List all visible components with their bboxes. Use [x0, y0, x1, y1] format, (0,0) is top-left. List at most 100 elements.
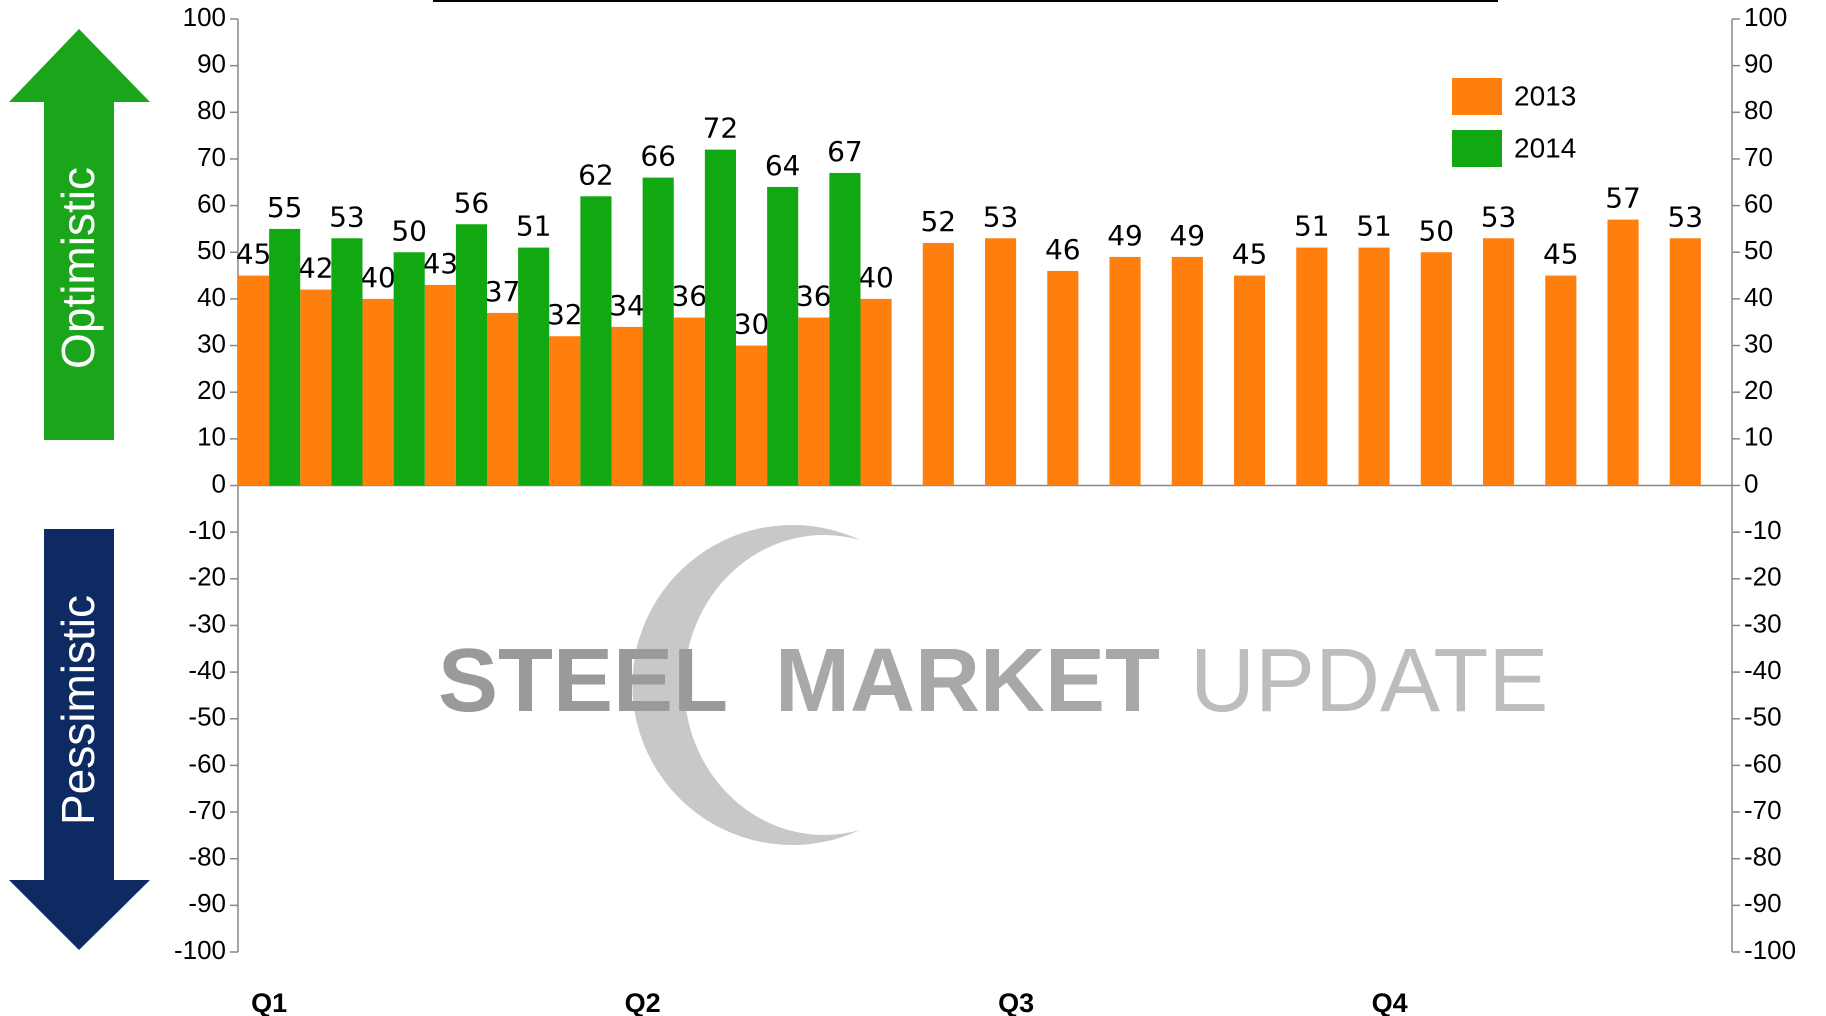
data-label: 55 [267, 191, 303, 224]
bar [580, 196, 612, 486]
bar [238, 275, 270, 486]
x-tick-label: Q3 [998, 988, 1034, 1016]
y-tick-label: -40 [188, 655, 226, 685]
bar [362, 298, 394, 486]
bar [549, 336, 581, 486]
y-tick-label: -20 [188, 562, 226, 592]
y2-tick-label: -80 [1744, 842, 1782, 872]
bar [424, 284, 456, 486]
data-label: 40 [360, 261, 396, 294]
data-label: 30 [734, 308, 770, 341]
legend-label: 2014 [1514, 132, 1576, 163]
data-label: 53 [329, 200, 365, 233]
y2-tick-label: 70 [1744, 142, 1773, 172]
y2-tick-label: 80 [1744, 95, 1773, 125]
y2-tick-label: 90 [1744, 49, 1773, 79]
y2-tick-label: -60 [1744, 748, 1782, 778]
y2-tick-label: -10 [1744, 515, 1782, 545]
bar [611, 326, 643, 486]
watermark-arc [632, 525, 860, 845]
bar [1109, 256, 1141, 486]
y-tick-label: 80 [197, 95, 226, 125]
data-label: 51 [1356, 210, 1392, 243]
legend-swatch [1452, 78, 1502, 115]
data-label: 57 [1605, 182, 1641, 215]
bar [1607, 219, 1639, 486]
y2-tick-label: 20 [1744, 375, 1773, 405]
data-label: 40 [858, 261, 894, 294]
bar [985, 238, 1017, 486]
data-label: 62 [578, 158, 614, 191]
bar [1234, 275, 1266, 486]
y-tick-label: 40 [197, 282, 226, 312]
data-label: 49 [1169, 219, 1205, 252]
data-label: 32 [547, 298, 583, 331]
y-tick-label: -30 [188, 608, 226, 638]
watermark-text: UPDATE [1190, 631, 1548, 731]
x-tick-label: Q1 [251, 988, 287, 1016]
y2-tick-label: 60 [1744, 188, 1773, 218]
data-label: 46 [1045, 233, 1081, 266]
y-tick-label: -100 [174, 935, 226, 965]
data-label: 49 [1107, 219, 1143, 252]
bar [269, 228, 301, 486]
y2-tick-label: -40 [1744, 655, 1782, 685]
data-label: 45 [1543, 238, 1579, 271]
data-label: 36 [671, 280, 707, 313]
bar [1420, 252, 1452, 486]
data-label: 50 [391, 214, 427, 247]
y2-tick-label: -30 [1744, 608, 1782, 638]
bar [1483, 238, 1515, 486]
y2-tick-label: 40 [1744, 282, 1773, 312]
bar [455, 224, 487, 486]
data-label: 37 [485, 275, 521, 308]
data-label: 36 [796, 280, 832, 313]
bar [1047, 270, 1079, 486]
y-tick-label: -90 [188, 888, 226, 918]
y-tick-label: 10 [197, 422, 226, 452]
bar [331, 238, 363, 486]
arrow-down [9, 529, 150, 950]
arrow-up [9, 29, 150, 440]
watermark-text: STEEL [438, 631, 728, 731]
y-tick-label: 50 [197, 235, 226, 265]
data-label: 67 [827, 135, 863, 168]
y-tick-label: 30 [197, 328, 226, 358]
bar [1296, 247, 1328, 486]
data-label: 52 [920, 205, 956, 238]
bar [767, 186, 799, 486]
y-tick-label: -80 [188, 842, 226, 872]
y-tick-label: 0 [212, 468, 226, 498]
bar [393, 252, 425, 486]
bar [1669, 238, 1701, 486]
data-label: 56 [454, 186, 490, 219]
data-label: 53 [983, 200, 1019, 233]
y2-tick-label: 30 [1744, 328, 1773, 358]
data-label: 42 [298, 252, 334, 285]
x-tick-label: Q2 [625, 988, 661, 1016]
arrow-label: Pessimistic [52, 595, 104, 825]
data-label: 53 [1667, 200, 1703, 233]
bar [487, 312, 519, 486]
y-tick-label: -10 [188, 515, 226, 545]
data-label: 45 [236, 238, 272, 271]
bar [736, 345, 768, 486]
y-tick-label: 70 [197, 142, 226, 172]
bar [1358, 247, 1390, 486]
bar [642, 177, 674, 486]
data-label: 34 [609, 289, 645, 322]
bar [300, 289, 332, 486]
data-label: 53 [1481, 200, 1517, 233]
y2-tick-label: -50 [1744, 702, 1782, 732]
data-label: 64 [765, 149, 801, 182]
bar [860, 298, 892, 486]
data-label: 51 [516, 210, 552, 243]
bar [673, 317, 705, 486]
y2-tick-label: -100 [1744, 935, 1796, 965]
bar [1545, 275, 1577, 486]
y-tick-label: 20 [197, 375, 226, 405]
y2-tick-label: -90 [1744, 888, 1782, 918]
bar [704, 149, 736, 486]
legend-swatch [1452, 130, 1502, 167]
